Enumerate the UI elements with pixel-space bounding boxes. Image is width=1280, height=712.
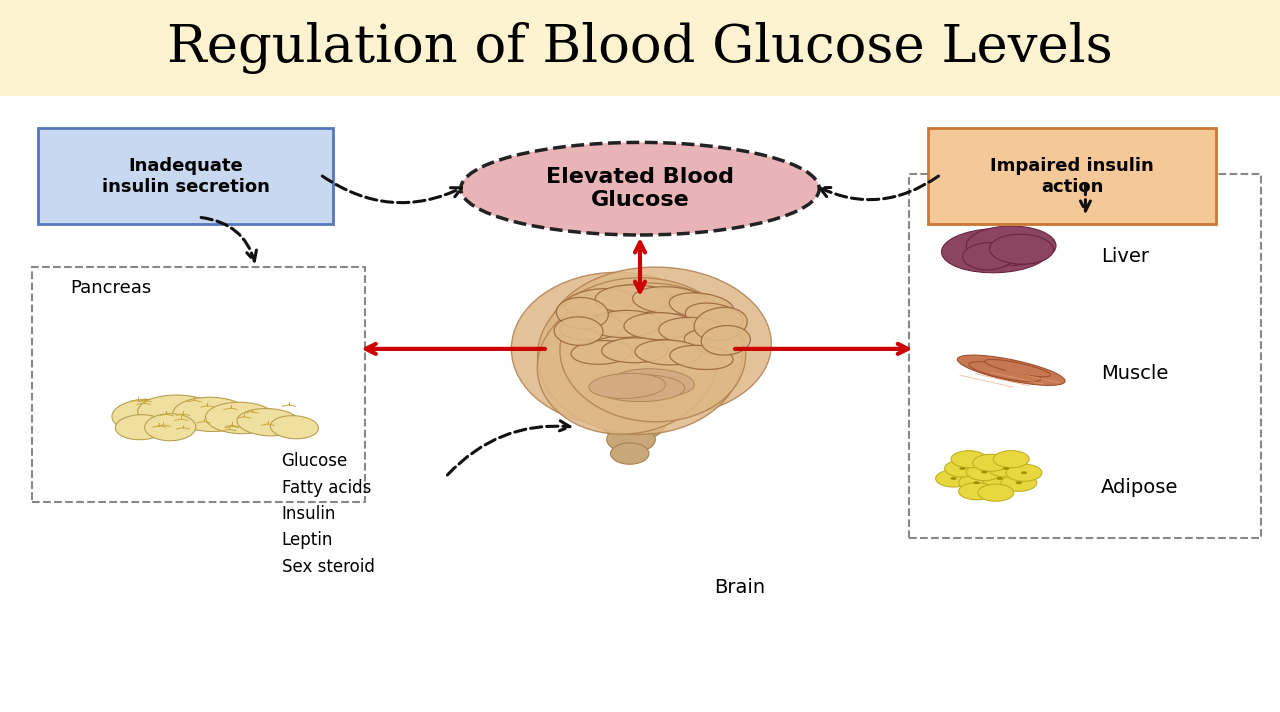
Ellipse shape: [554, 317, 603, 345]
Ellipse shape: [685, 329, 744, 355]
FancyBboxPatch shape: [928, 128, 1216, 224]
Ellipse shape: [685, 303, 744, 330]
Ellipse shape: [959, 474, 995, 491]
Ellipse shape: [602, 337, 668, 363]
Ellipse shape: [1016, 481, 1023, 484]
Text: Muscle: Muscle: [1101, 365, 1169, 383]
Ellipse shape: [982, 470, 1018, 487]
Text: Brain: Brain: [714, 578, 765, 597]
Ellipse shape: [612, 369, 694, 397]
Ellipse shape: [590, 310, 659, 337]
FancyBboxPatch shape: [38, 128, 333, 224]
Ellipse shape: [559, 315, 623, 340]
Ellipse shape: [969, 362, 1041, 382]
Ellipse shape: [701, 325, 750, 355]
FancyBboxPatch shape: [0, 0, 1280, 96]
Ellipse shape: [966, 226, 1056, 265]
Ellipse shape: [960, 467, 966, 470]
Ellipse shape: [957, 355, 1065, 385]
Ellipse shape: [997, 477, 1004, 480]
Ellipse shape: [512, 273, 723, 425]
Text: Liver: Liver: [1101, 247, 1149, 266]
Ellipse shape: [936, 470, 972, 487]
Ellipse shape: [611, 443, 649, 464]
Ellipse shape: [963, 243, 1014, 270]
Ellipse shape: [595, 285, 672, 313]
Ellipse shape: [589, 373, 666, 399]
Ellipse shape: [632, 287, 707, 314]
Ellipse shape: [966, 464, 1002, 481]
Ellipse shape: [942, 229, 1050, 273]
Ellipse shape: [607, 426, 655, 453]
Ellipse shape: [173, 397, 250, 431]
Text: Pancreas: Pancreas: [70, 279, 151, 298]
Ellipse shape: [1004, 467, 1010, 470]
Ellipse shape: [973, 454, 1009, 471]
Text: Glucose
Fatty acids
Insulin
Leptin
Sex steroid: Glucose Fatty acids Insulin Leptin Sex s…: [282, 452, 375, 576]
Ellipse shape: [982, 471, 988, 473]
Ellipse shape: [602, 407, 666, 441]
Ellipse shape: [659, 318, 728, 345]
Text: Impaired insulin
action: Impaired insulin action: [991, 157, 1153, 196]
FancyBboxPatch shape: [32, 267, 365, 502]
FancyBboxPatch shape: [909, 174, 1261, 538]
Ellipse shape: [1021, 471, 1028, 474]
Ellipse shape: [945, 460, 980, 477]
Ellipse shape: [625, 313, 695, 340]
Ellipse shape: [571, 340, 632, 365]
Ellipse shape: [959, 483, 995, 500]
Text: Adipose: Adipose: [1101, 478, 1178, 497]
Ellipse shape: [595, 375, 685, 402]
Ellipse shape: [1006, 464, 1042, 481]
Ellipse shape: [669, 345, 733, 370]
Ellipse shape: [145, 414, 196, 441]
Ellipse shape: [951, 451, 987, 468]
Ellipse shape: [270, 416, 319, 439]
Ellipse shape: [461, 142, 819, 235]
Ellipse shape: [113, 399, 183, 434]
Text: Regulation of Blood Glucose Levels: Regulation of Blood Glucose Levels: [168, 22, 1112, 75]
Ellipse shape: [973, 481, 980, 484]
Ellipse shape: [635, 340, 701, 365]
Ellipse shape: [138, 395, 220, 431]
Ellipse shape: [984, 360, 1051, 377]
Text: Elevated Blood
Glucose: Elevated Blood Glucose: [547, 167, 733, 210]
Ellipse shape: [950, 477, 957, 480]
Ellipse shape: [1001, 474, 1037, 491]
Ellipse shape: [538, 292, 717, 434]
Text: Inadequate
insulin secretion: Inadequate insulin secretion: [101, 157, 270, 196]
Ellipse shape: [538, 278, 742, 434]
Ellipse shape: [993, 451, 1029, 468]
Ellipse shape: [206, 402, 275, 434]
Ellipse shape: [237, 409, 301, 436]
Ellipse shape: [559, 283, 746, 422]
Ellipse shape: [547, 267, 772, 417]
Ellipse shape: [988, 460, 1024, 477]
Ellipse shape: [593, 386, 680, 426]
Ellipse shape: [978, 484, 1014, 501]
Ellipse shape: [564, 288, 634, 317]
Ellipse shape: [989, 234, 1053, 264]
Ellipse shape: [557, 298, 608, 329]
Ellipse shape: [115, 414, 166, 440]
Ellipse shape: [586, 365, 694, 411]
Ellipse shape: [694, 308, 748, 340]
Ellipse shape: [669, 293, 733, 320]
